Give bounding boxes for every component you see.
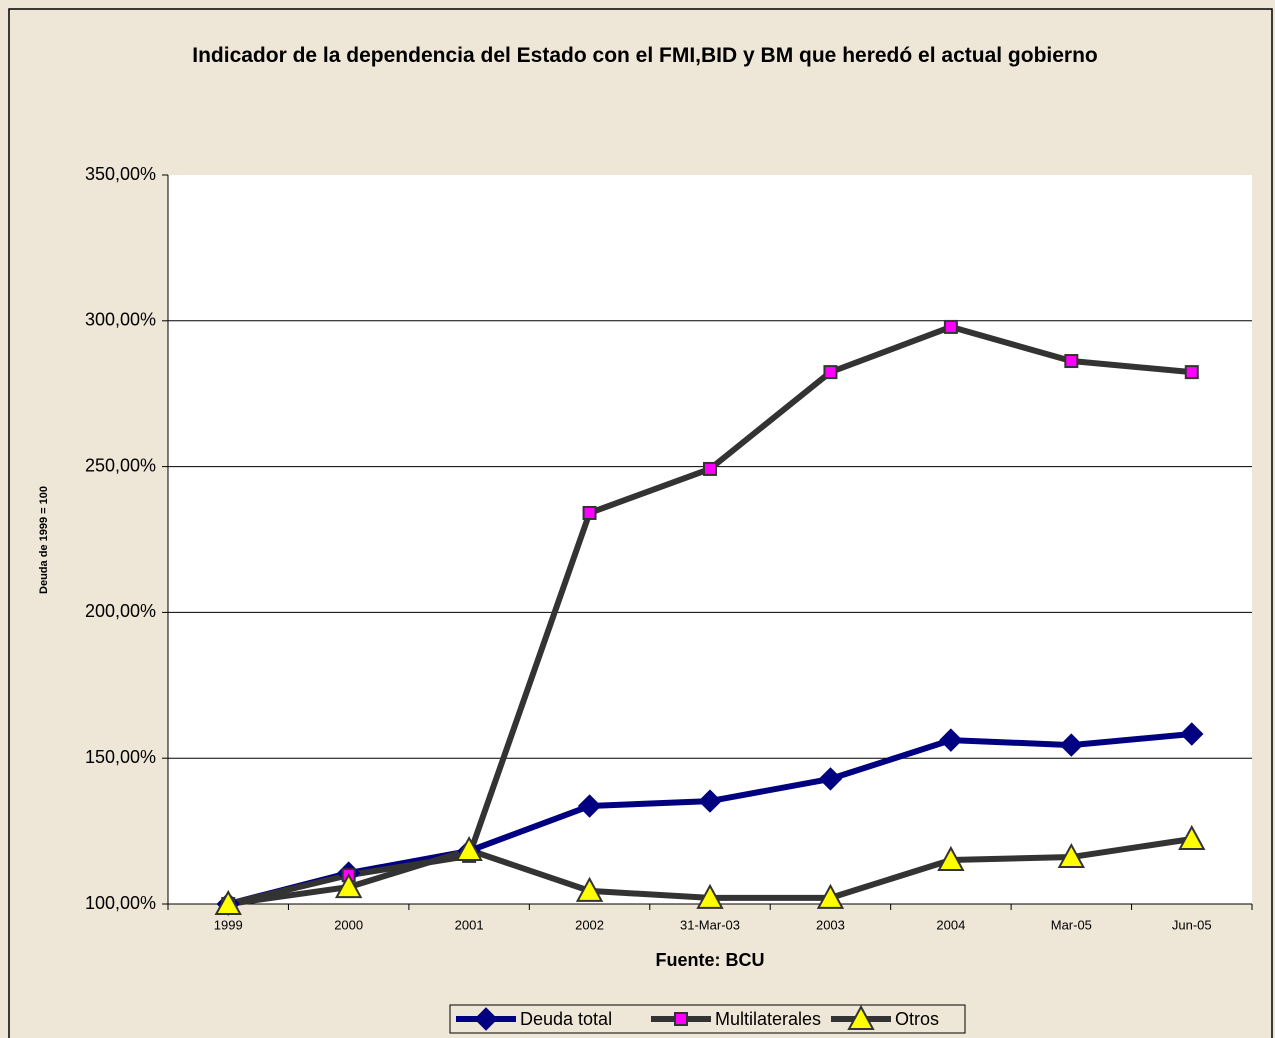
x-tick-label: Jun-05 — [1172, 917, 1212, 932]
y-tick-label: 250,00% — [85, 455, 156, 475]
legend-marker — [474, 1007, 498, 1031]
data-point — [575, 876, 604, 902]
data-point — [577, 794, 602, 818]
y-tick-label: 100,00% — [85, 893, 156, 913]
data-point — [816, 883, 845, 909]
y-tick-label: 350,00% — [85, 164, 156, 184]
data-point — [1178, 824, 1206, 850]
x-tick-label: 2001 — [455, 917, 484, 932]
data-point — [582, 505, 597, 520]
chart-title: Indicador de la dependencia del Estado c… — [192, 44, 1098, 67]
chart-border — [8, 8, 1273, 1038]
data-point — [214, 889, 242, 915]
data-point — [334, 872, 363, 899]
data-point — [823, 365, 838, 380]
x-axis-title: Fuente: BCU — [656, 950, 765, 970]
data-point — [703, 461, 717, 476]
y-tick-label: 300,00% — [85, 310, 156, 330]
legend-marker — [847, 1004, 875, 1030]
data-point — [455, 835, 483, 862]
data-point — [698, 789, 722, 813]
data-point — [1184, 365, 1199, 380]
x-tick-label: 1999 — [214, 917, 243, 932]
data-point — [1064, 354, 1079, 369]
data-point — [943, 319, 958, 334]
x-tick-label: 2000 — [334, 917, 363, 932]
legend-label: Otros — [895, 1009, 939, 1029]
legend-label: Deuda total — [520, 1009, 612, 1029]
x-tick-label: 2002 — [575, 917, 604, 932]
data-point — [1057, 842, 1086, 869]
x-tick-label: 31-Mar-03 — [680, 917, 740, 932]
data-point — [696, 883, 724, 909]
y-axis-title: Deuda de 1999 = 100 — [38, 486, 50, 594]
legend-label: Multilaterales — [715, 1009, 821, 1029]
x-tick-label: 2003 — [816, 917, 845, 932]
data-point — [939, 728, 963, 752]
data-point — [818, 767, 843, 791]
x-tick-label: Mar-05 — [1051, 917, 1092, 932]
plot-area — [168, 175, 1252, 904]
data-point — [1059, 733, 1084, 757]
data-point — [1180, 722, 1204, 746]
data-point — [937, 845, 965, 871]
x-tick-label: 2004 — [936, 917, 965, 932]
legend-marker — [674, 1012, 688, 1026]
y-tick-label: 200,00% — [85, 601, 156, 621]
y-tick-label: 150,00% — [85, 747, 156, 767]
